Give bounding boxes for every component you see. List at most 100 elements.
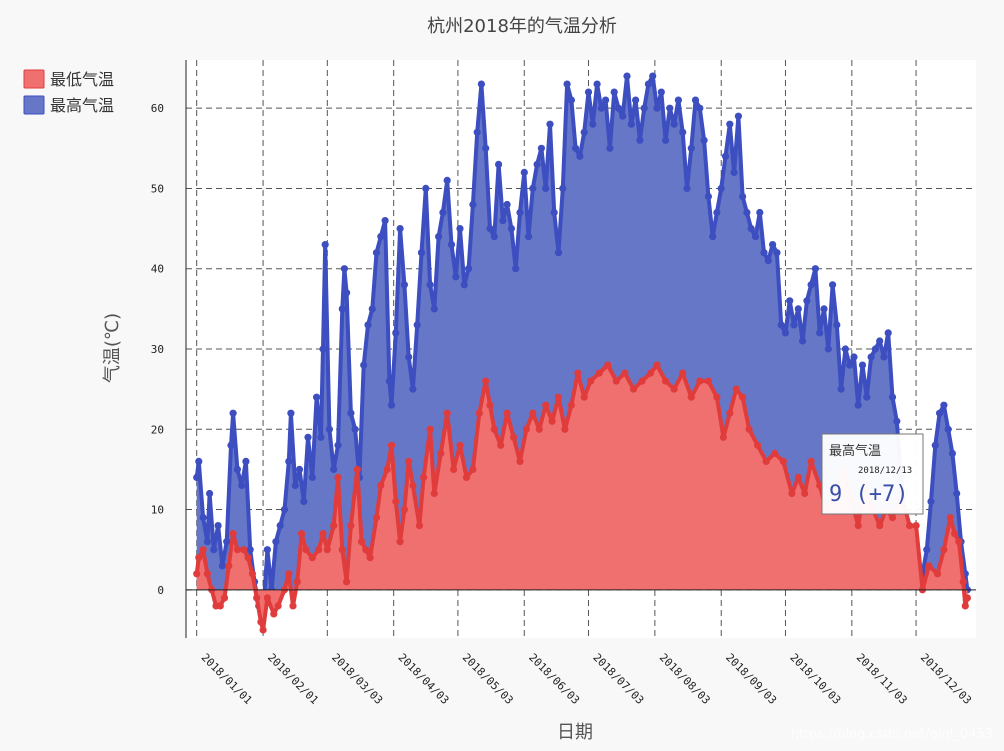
- point-max-temp[interactable]: [338, 305, 346, 313]
- point-min-temp[interactable]: [347, 522, 355, 530]
- point-max-temp[interactable]: [456, 225, 464, 233]
- point-max-temp[interactable]: [460, 281, 468, 289]
- point-max-temp[interactable]: [803, 297, 811, 305]
- point-min-temp[interactable]: [315, 546, 323, 554]
- point-max-temp[interactable]: [477, 80, 485, 88]
- point-max-temp[interactable]: [858, 361, 867, 369]
- point-max-temp[interactable]: [777, 321, 785, 329]
- point-min-temp[interactable]: [366, 554, 374, 562]
- point-max-temp[interactable]: [739, 192, 747, 201]
- point-min-temp[interactable]: [595, 369, 603, 377]
- point-max-temp[interactable]: [679, 128, 687, 136]
- point-min-temp[interactable]: [940, 546, 948, 554]
- point-max-temp[interactable]: [666, 104, 674, 112]
- point-min-temp[interactable]: [298, 530, 306, 538]
- point-max-temp[interactable]: [704, 192, 713, 201]
- point-max-temp[interactable]: [816, 329, 824, 337]
- point-max-temp[interactable]: [589, 120, 597, 128]
- point-min-temp[interactable]: [199, 546, 207, 554]
- point-min-temp[interactable]: [612, 377, 620, 385]
- point-max-temp[interactable]: [563, 80, 571, 88]
- point-max-temp[interactable]: [610, 88, 618, 96]
- point-min-temp[interactable]: [229, 530, 237, 538]
- point-max-temp[interactable]: [291, 481, 299, 490]
- point-min-temp[interactable]: [713, 393, 721, 401]
- point-max-temp[interactable]: [447, 241, 456, 249]
- point-max-temp[interactable]: [884, 329, 892, 337]
- point-min-temp[interactable]: [503, 409, 511, 417]
- point-max-temp[interactable]: [546, 120, 554, 128]
- point-min-temp[interactable]: [779, 457, 787, 465]
- point-max-temp[interactable]: [308, 473, 316, 481]
- point-min-temp[interactable]: [469, 465, 477, 473]
- point-min-temp[interactable]: [670, 385, 678, 393]
- point-min-temp[interactable]: [580, 393, 588, 401]
- point-min-temp[interactable]: [497, 441, 505, 449]
- point-max-temp[interactable]: [584, 88, 593, 96]
- point-min-temp[interactable]: [696, 377, 704, 385]
- point-max-temp[interactable]: [623, 72, 631, 80]
- point-max-temp[interactable]: [649, 72, 657, 80]
- point-max-temp[interactable]: [516, 208, 524, 217]
- point-max-temp[interactable]: [319, 345, 327, 353]
- point-min-temp[interactable]: [574, 369, 582, 377]
- point-max-temp[interactable]: [507, 225, 515, 233]
- point-min-temp[interactable]: [420, 473, 428, 481]
- point-min-temp[interactable]: [443, 409, 451, 417]
- point-min-temp[interactable]: [225, 562, 233, 570]
- point-min-temp[interactable]: [308, 554, 316, 562]
- point-max-temp[interactable]: [709, 233, 717, 241]
- point-max-temp[interactable]: [512, 265, 520, 273]
- point-min-temp[interactable]: [963, 594, 972, 602]
- point-max-temp[interactable]: [465, 265, 473, 273]
- point-min-temp[interactable]: [704, 377, 713, 385]
- point-max-temp[interactable]: [880, 353, 888, 361]
- point-min-temp[interactable]: [754, 441, 762, 449]
- point-max-temp[interactable]: [405, 353, 413, 361]
- point-max-temp[interactable]: [499, 217, 507, 225]
- point-max-temp[interactable]: [572, 144, 580, 152]
- point-min-temp[interactable]: [535, 425, 543, 433]
- point-max-temp[interactable]: [576, 152, 584, 160]
- point-max-temp[interactable]: [948, 449, 957, 457]
- point-min-temp[interactable]: [771, 449, 779, 457]
- point-min-temp[interactable]: [270, 610, 278, 618]
- point-max-temp[interactable]: [580, 128, 588, 136]
- point-min-temp[interactable]: [203, 570, 211, 578]
- point-max-temp[interactable]: [871, 345, 880, 353]
- point-min-temp[interactable]: [486, 401, 494, 409]
- point-min-temp[interactable]: [726, 409, 734, 417]
- point-max-temp[interactable]: [627, 120, 635, 128]
- point-min-temp[interactable]: [933, 570, 942, 578]
- point-max-temp[interactable]: [533, 160, 541, 168]
- point-max-temp[interactable]: [537, 144, 546, 152]
- point-max-temp[interactable]: [846, 361, 854, 369]
- point-min-temp[interactable]: [482, 377, 490, 385]
- point-max-temp[interactable]: [632, 96, 640, 104]
- point-min-temp[interactable]: [405, 457, 413, 465]
- point-min-temp[interactable]: [807, 457, 815, 465]
- point-max-temp[interactable]: [593, 80, 601, 88]
- point-max-temp[interactable]: [751, 233, 760, 241]
- point-min-temp[interactable]: [542, 401, 550, 409]
- point-min-temp[interactable]: [475, 409, 483, 417]
- point-max-temp[interactable]: [554, 249, 563, 257]
- point-max-temp[interactable]: [300, 497, 308, 506]
- point-max-temp[interactable]: [263, 546, 271, 554]
- point-min-temp[interactable]: [961, 602, 969, 610]
- point-max-temp[interactable]: [443, 176, 451, 184]
- point-max-temp[interactable]: [340, 265, 348, 273]
- point-max-temp[interactable]: [837, 385, 845, 393]
- point-min-temp[interactable]: [353, 465, 361, 473]
- point-min-temp[interactable]: [248, 570, 256, 578]
- point-min-temp[interactable]: [567, 401, 576, 409]
- point-min-temp[interactable]: [647, 369, 655, 377]
- point-min-temp[interactable]: [426, 425, 434, 433]
- point-max-temp[interactable]: [426, 281, 434, 289]
- point-max-temp[interactable]: [377, 233, 385, 241]
- point-min-temp[interactable]: [358, 538, 366, 546]
- point-max-temp[interactable]: [422, 184, 430, 192]
- point-min-temp[interactable]: [396, 538, 404, 546]
- point-max-temp[interactable]: [713, 208, 721, 217]
- point-max-temp[interactable]: [321, 241, 329, 249]
